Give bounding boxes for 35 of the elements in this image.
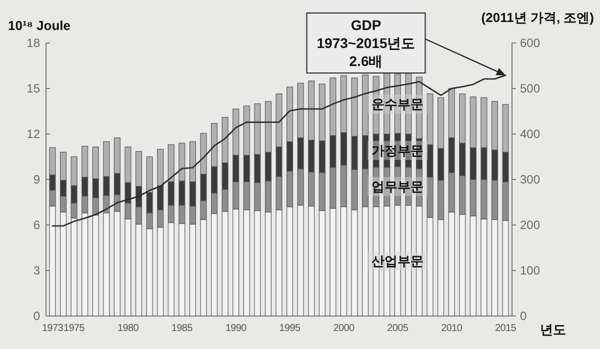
series-label: 운수부문 — [372, 96, 424, 112]
series-label: 업무부문 — [368, 176, 428, 196]
series-label: 운수부문 — [368, 94, 428, 114]
x-axis-title: 년도 — [540, 322, 566, 337]
annotation: GDP 1973~2015년도 2.6배 — [316, 17, 416, 69]
y-tick-label: 18 — [26, 36, 40, 50]
y2-tick-label: 300 — [520, 172, 540, 186]
y-tick-label: 12 — [26, 127, 40, 141]
x-tick-label: 1985 — [171, 323, 194, 334]
y2-tick-label: 400 — [520, 127, 540, 141]
y2-tick-label: 500 — [520, 82, 540, 96]
y2-tick-label: 600 — [520, 36, 540, 50]
series-label: 산업부문 — [372, 254, 424, 269]
x-tick-label: 2000 — [333, 323, 355, 334]
y2-tick-label: 0 — [520, 309, 527, 323]
series-label: 업무부문 — [372, 178, 424, 194]
x-tick-label: 1995 — [279, 323, 302, 334]
x-tick-label: 1975 — [64, 323, 86, 334]
y-tick-label: 0 — [33, 309, 40, 323]
series-label: 산업부문 — [368, 252, 428, 271]
y2-axis-title: (2011년 가격, 조엔) — [481, 10, 594, 25]
y-tick-label: 9 — [33, 172, 40, 186]
x-tick-label: 2015 — [495, 323, 517, 334]
y-axis-title: 10¹⁸ Joule — [8, 18, 70, 33]
x-tick-label: 2005 — [387, 323, 409, 334]
y-tick-label: 6 — [33, 218, 40, 232]
annotation: GDP 1973~2015년도 2.6배 — [306, 12, 426, 74]
y-tick-label: 3 — [33, 264, 40, 278]
y2-tick-label: 100 — [520, 264, 540, 278]
x-tick-label: 1980 — [117, 323, 140, 334]
y-tick-label: 15 — [26, 82, 40, 96]
x-tick-label: 2010 — [441, 323, 463, 334]
x-tick-label: 1990 — [225, 323, 248, 334]
y2-tick-label: 200 — [520, 218, 540, 232]
x-tick-label: 1973 — [42, 323, 64, 334]
